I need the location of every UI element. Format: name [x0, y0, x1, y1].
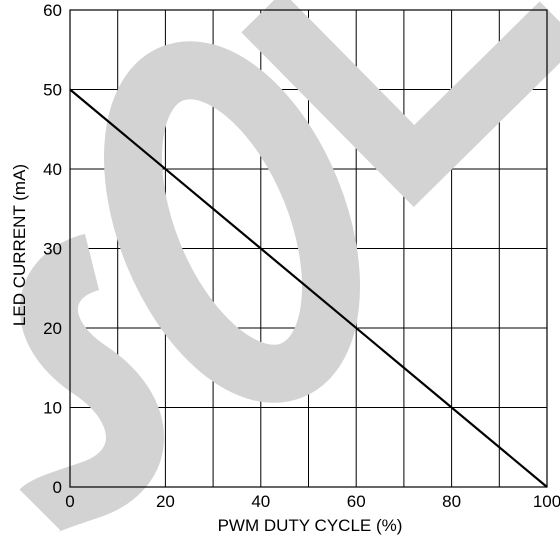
y-tick-label: 30 [43, 240, 62, 259]
x-tick-label: 20 [156, 492, 175, 511]
x-tick-label: 40 [251, 492, 270, 511]
y-tick-label: 50 [43, 81, 62, 100]
x-axis-label: PWM DUTY CYCLE (%) [218, 516, 403, 535]
y-axis-label: LED CURRENT (mA) [10, 164, 29, 326]
x-tick-label: 80 [442, 492, 461, 511]
y-tick-label: 60 [43, 1, 62, 20]
y-tick-label: 40 [43, 160, 62, 179]
x-tick-label: 100 [533, 492, 560, 511]
watermark-letter-s [19, 233, 164, 534]
y-tick-labels: 0 10 20 30 40 50 60 [43, 1, 62, 497]
watermark-letter-o [103, 41, 361, 403]
series [69, 88, 548, 488]
plot-frame [69, 9, 548, 488]
y-tick-label: 0 [53, 478, 62, 497]
x-tick-labels: 0 20 40 60 80 100 [65, 492, 560, 511]
x-tick-label: 60 [347, 492, 366, 511]
x-tick-label: 0 [65, 492, 74, 511]
watermark-letter-l [241, 0, 560, 208]
y-tick-label: 20 [43, 319, 62, 338]
plot-border [69, 9, 548, 488]
watermark [19, 0, 560, 534]
series-line-0 [69, 88, 548, 488]
y-tick-label: 10 [43, 399, 62, 418]
